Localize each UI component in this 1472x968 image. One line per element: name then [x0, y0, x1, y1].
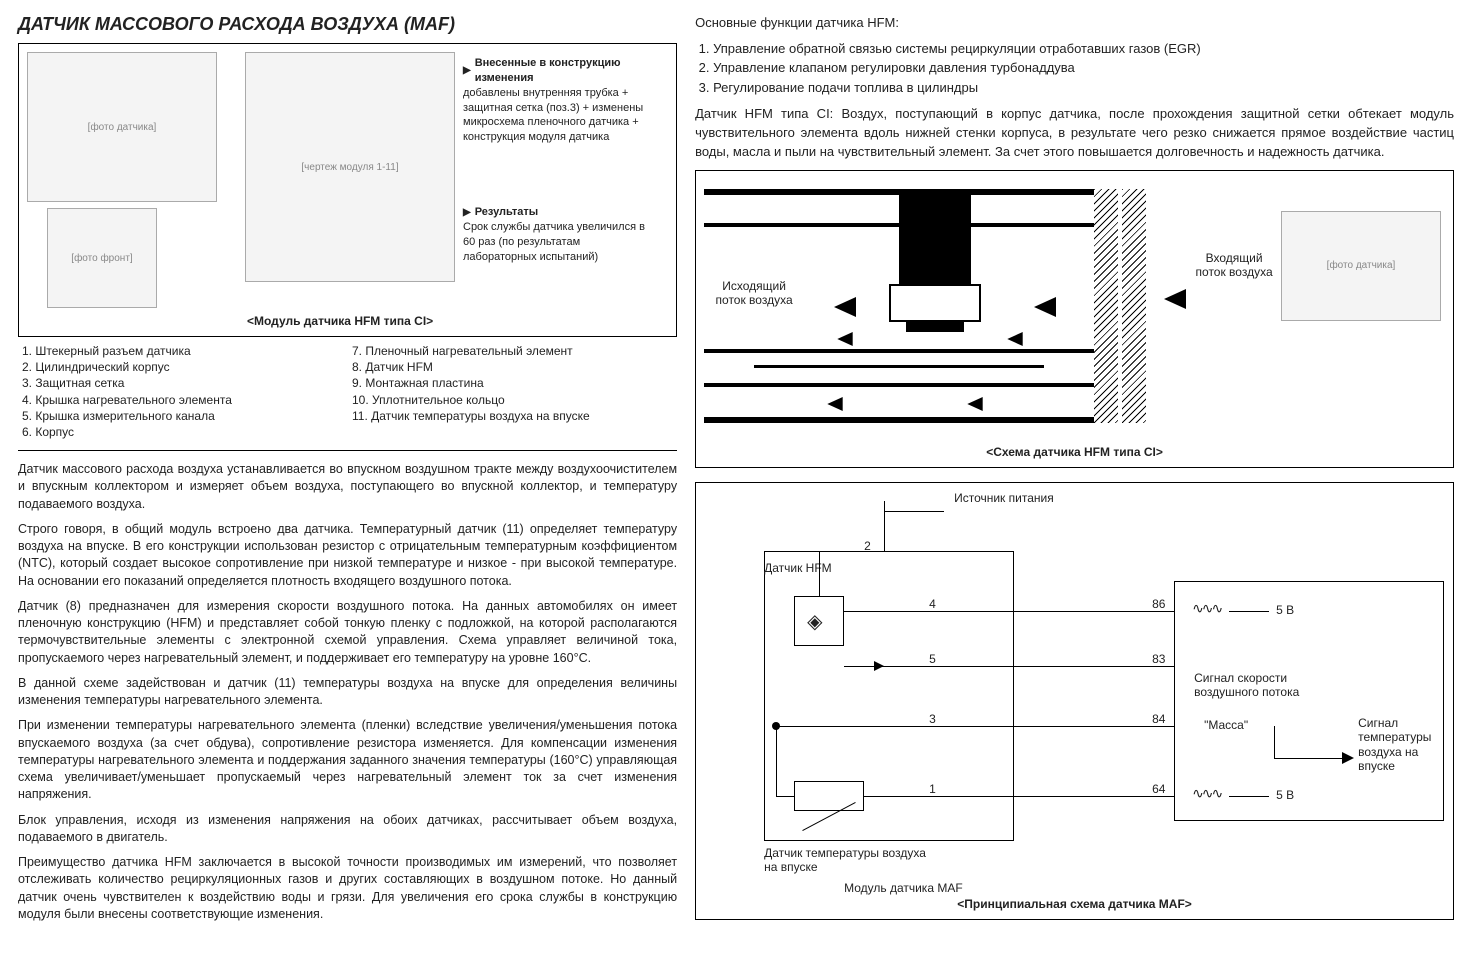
figure-1: [фото датчика] [фото фронт] [чертеж моду… [18, 43, 677, 337]
pin-83: 83 [1152, 652, 1165, 666]
functions-list: Управление обратной связью системы рецир… [713, 39, 1454, 98]
inflow-label: Входящий поток воздуха [1194, 251, 1274, 280]
outflow-label: Исходящий поток воздуха [714, 279, 794, 308]
fig2-caption: <Схема датчика HFM типа CI> [704, 445, 1445, 459]
figure-3: Источник питания Датчик HFM ◈ 2 4 86 ∿∿∿ [695, 482, 1454, 920]
divider [18, 450, 677, 451]
legend-item: 2. Цилиндрический корпус [22, 359, 322, 375]
fig1-caption: <Модуль датчика HFM типа CI> [247, 314, 668, 328]
legend-item: 5. Крышка измерительного канала [22, 408, 322, 424]
legend-item: 11. Датчик температуры воздуха на впуске [352, 408, 652, 424]
hfm-label: Датчик HFM [764, 561, 832, 575]
fig1-drawing: [чертеж модуля 1-11] [245, 52, 455, 282]
legend-item: 8. Датчик HFM [352, 359, 652, 375]
para-1: Датчик массового расхода воздуха устанав… [18, 461, 677, 513]
legend-item: 7. Пленочный нагревательный элемент [352, 343, 652, 359]
function-item: Управление обратной связью системы рецир… [713, 39, 1454, 59]
flow-signal-label: Сигнал скорости воздушного потока [1194, 671, 1354, 700]
fig2-photo: [фото датчика] [1281, 211, 1441, 321]
figure-2: Исходящий поток воздуха Входящий поток в… [695, 170, 1454, 468]
function-item: Регулирование подачи топлива в цилиндры [713, 78, 1454, 98]
pin-1: 1 [929, 782, 936, 796]
para-5: При изменении температуры нагревательног… [18, 717, 677, 803]
legend-item: 1. Штекерный разъем датчика [22, 343, 322, 359]
temp-signal-label: Сигнал температуры воздуха на впуске [1358, 716, 1448, 774]
para-6: Блок управления, исходя из изменения нап… [18, 812, 677, 847]
legend-item: 6. Корпус [22, 424, 322, 440]
power-label: Источник питания [954, 491, 1054, 505]
para-2: Строго говоря, в общий модуль встроено д… [18, 521, 677, 590]
changes-heading: Внесенные в конструкцию изменения [463, 56, 653, 86]
results-heading: Результаты [463, 205, 653, 220]
para-4: В данной схеме задействован и датчик (11… [18, 675, 677, 710]
para-3: Датчик (8) предназначен для измерения ск… [18, 598, 677, 667]
pin-4: 4 [929, 597, 936, 611]
pin-3: 3 [929, 712, 936, 726]
pin-2: 2 [864, 539, 871, 553]
ci-description: Датчик HFM типа CI: Воздух, поступающий … [695, 105, 1454, 162]
legend-item: 4. Крышка нагревательного элемента [22, 392, 322, 408]
page-title: ДАТЧИК МАССОВОГО РАСХОДА ВОЗДУХА (MAF) [18, 14, 677, 35]
pin-64: 64 [1152, 782, 1165, 796]
v5-b: 5 В [1276, 788, 1294, 802]
para-7: Преимущество датчика HFM заключается в в… [18, 854, 677, 923]
temp-sensor-label: Датчик температуры воздуха на впуске [764, 846, 934, 875]
legend-item: 10. Уплотнительное кольцо [352, 392, 652, 408]
v5-a: 5 В [1276, 603, 1294, 617]
fig3-caption: <Принципиальная схема датчика MAF> [704, 897, 1445, 911]
fig1-photo-side: [фото датчика] [27, 52, 217, 202]
legend-item: 3. Защитная сетка [22, 375, 322, 391]
changes-body: добавлены внутренняя трубка + защитная с… [463, 86, 653, 145]
legend: 1. Штекерный разъем датчика2. Цилиндриче… [22, 343, 677, 440]
function-item: Управление клапаном регулировки давления… [713, 58, 1454, 78]
intro-line: Основные функции датчика HFM: [695, 14, 1454, 33]
legend-item: 9. Монтажная пластина [352, 375, 652, 391]
pin-5: 5 [929, 652, 936, 666]
ground-label: "Масса" [1204, 718, 1248, 732]
fig1-photo-front: [фото фронт] [47, 208, 157, 308]
module-label: Модуль датчика MAF [844, 881, 984, 895]
pin-86: 86 [1152, 597, 1165, 611]
results-body: Срок службы датчика увеличился в 60 раз … [463, 220, 653, 265]
pin-84: 84 [1152, 712, 1165, 726]
